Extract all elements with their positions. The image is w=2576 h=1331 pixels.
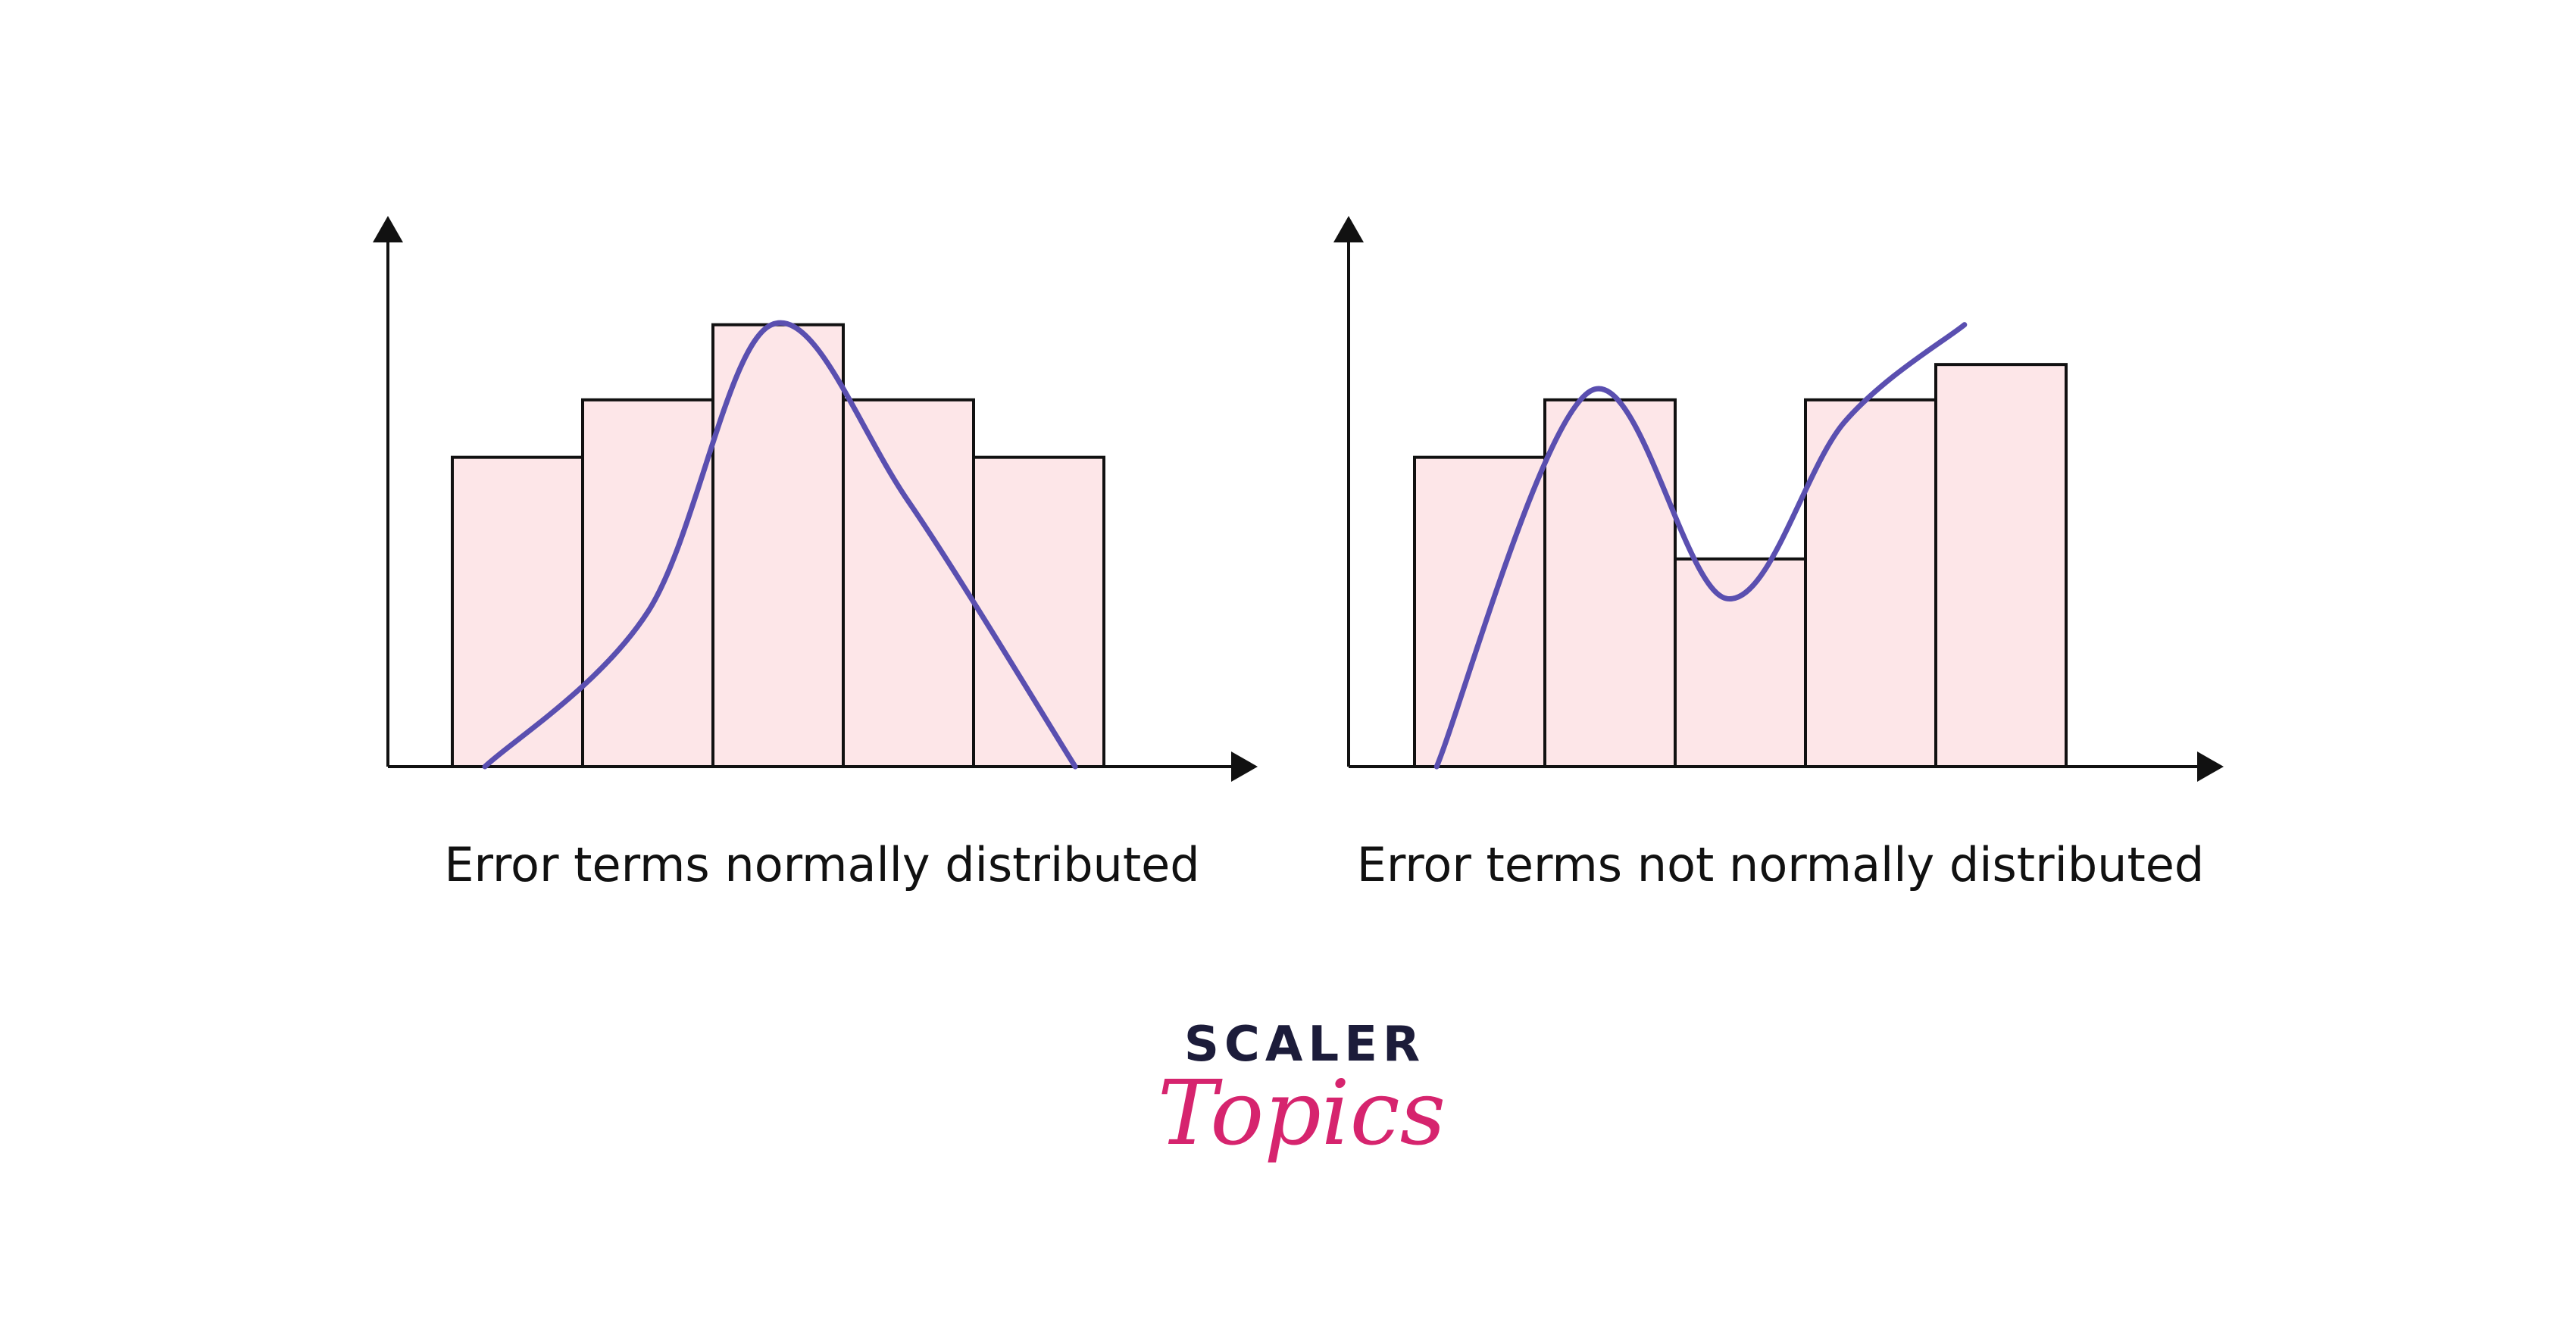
x-axis-arrow-icon [1231,751,1258,782]
chart-not-normal-distribution [1333,216,2224,782]
histogram-bar [972,455,1105,769]
histogram-bar [1413,455,1546,769]
histogram-bar [1804,398,1937,768]
distribution-curve [482,320,1078,770]
histogram-bar [581,398,714,768]
logo-scaler-text: SCALER [1184,1017,1425,1073]
y-axis-arrow-icon [1333,216,1364,242]
chart-normal-distribution [373,216,1258,782]
histogram-bar [1674,557,1807,768]
histogram-bar [451,455,584,769]
distribution-curve [1433,322,1968,770]
logo-topics-text: Topics [1158,1061,1446,1165]
histogram-bar [711,323,845,768]
chart-caption-not-normal: Error terms not normally distributed [1357,837,2205,892]
histogram-bar [1543,398,1677,768]
scaler-topics-logo: SCALER Topics [1158,1017,1446,1165]
histogram-bar [842,398,975,768]
x-axis-arrow-icon [2197,751,2224,782]
chart-caption-normal: Error terms normally distributed [444,837,1199,892]
histogram-bar [1934,363,2068,768]
y-axis-arrow-icon [373,216,403,242]
